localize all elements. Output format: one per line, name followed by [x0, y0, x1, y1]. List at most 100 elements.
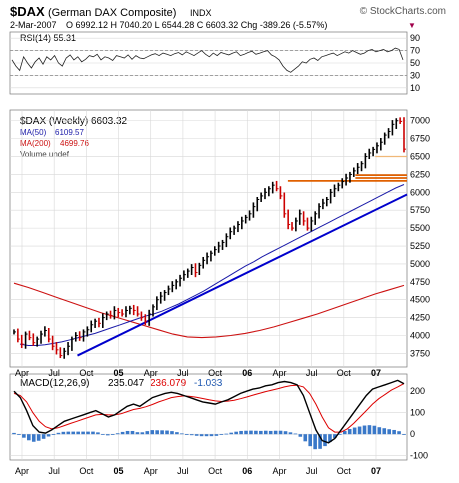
macd-histogram-bar: [160, 430, 164, 435]
macd-histogram-bar: [140, 432, 145, 435]
macd-histogram-bar: [120, 431, 125, 435]
macd-histogram-bar: [387, 429, 391, 435]
macd-histogram-bar: [110, 434, 115, 435]
price-tick-label: 6750: [410, 134, 430, 144]
rsi-tick-label: 50: [410, 58, 420, 68]
macd-x-tick-label: Oct: [79, 466, 94, 476]
rsi-tick-label: 30: [410, 70, 420, 80]
macd-histogram-bar: [318, 434, 322, 449]
macd-histogram-bar: [17, 434, 21, 435]
price-panel: [9, 109, 408, 368]
macd-histogram-bar: [219, 434, 224, 435]
macd-histogram-bar: [377, 427, 382, 435]
macd-x-tick-label: Apr: [272, 466, 286, 476]
rsi-tick-label: 70: [410, 46, 420, 56]
macd-histogram-bar: [41, 434, 46, 439]
macd-histogram-bar: [51, 434, 56, 435]
macd-histogram-bar: [170, 431, 174, 435]
price-tick-label: 5000: [410, 259, 430, 269]
macd-histogram-bar: [249, 430, 253, 435]
macd-histogram-bar: [135, 432, 140, 435]
macd-label: MACD(12,26,9): [20, 378, 89, 389]
macd-histogram-bar: [254, 430, 258, 435]
macd-histogram-bar: [298, 434, 303, 437]
macd-histogram-bar: [239, 430, 243, 435]
macd-tick-label: 0: [410, 429, 415, 439]
macd-histogram-bar: [402, 434, 406, 435]
quote-values: O 6992.12 H 7040.20 L 6544.28 C 6603.32 …: [66, 20, 327, 30]
macd-histogram-bar: [288, 432, 293, 435]
symbol-title: $DAX: [10, 4, 45, 19]
macd-tick-label: -100: [410, 451, 428, 461]
macd-histogram-bar: [357, 426, 362, 435]
macd-histogram-bar: [224, 433, 229, 435]
price-tick-label: 6500: [410, 152, 430, 162]
watermark: © StockCharts.com: [360, 6, 446, 17]
price-x-tick-label: Jul: [48, 368, 60, 378]
macd-histogram-bar: [12, 432, 16, 435]
macd-histogram-bar: [76, 431, 80, 435]
macd-histogram-bar: [303, 434, 308, 442]
macd-histogram-bar: [155, 430, 159, 435]
macd-histogram-bar: [180, 433, 184, 435]
macd-histogram-bar: [382, 428, 387, 435]
macd-hist-value: -1.033: [194, 378, 223, 389]
macd-histogram-bar: [328, 434, 332, 443]
macd-histogram-bar: [259, 430, 263, 435]
macd-x-tick-label: Oct: [337, 466, 352, 476]
macd-histogram-bar: [362, 425, 367, 435]
price-tick-label: 5750: [410, 205, 430, 215]
macd-x-tick-label: Jul: [177, 466, 189, 476]
macd-histogram-bar: [46, 434, 51, 437]
macd-histogram-bar: [338, 433, 342, 435]
macd-histogram-bar: [165, 430, 169, 435]
price-x-tick-label: Oct: [208, 368, 223, 378]
macd-histogram-bar: [184, 434, 189, 435]
macd-histogram-bar: [347, 428, 352, 435]
price-tick-label: 4750: [410, 277, 430, 287]
macd-histogram-bar: [244, 430, 248, 435]
macd-histogram-bar: [204, 434, 209, 437]
macd-histogram-bar: [229, 432, 234, 435]
price-x-tick-label: Oct: [337, 368, 352, 378]
price-tick-label: 6000: [410, 187, 430, 197]
price-tick-label: 4500: [410, 295, 430, 305]
price-title: $DAX (Weekly) 6603.32: [20, 116, 128, 127]
macd-histogram-bar: [308, 434, 313, 447]
macd-histogram-bar: [352, 427, 357, 435]
macd-histogram-bar: [293, 433, 298, 435]
macd-value: 235.047: [108, 378, 145, 389]
macd-x-tick-label: 06: [242, 466, 252, 476]
price-x-tick-label: 06: [242, 368, 252, 378]
macd-x-tick-label: 05: [114, 466, 124, 476]
price-x-tick-label: Oct: [79, 368, 94, 378]
price-tick-label: 6250: [410, 169, 430, 179]
macd-x-tick-label: Apr: [144, 466, 158, 476]
down-arrow-icon: ▼: [408, 21, 416, 30]
macd-histogram-bar: [189, 434, 194, 436]
macd-histogram-bar: [115, 433, 120, 435]
ma200-line: [13, 282, 405, 339]
legend-ma50-value: 6109.57: [55, 128, 84, 137]
exchange-label: INDX: [190, 8, 212, 18]
macd-histogram-bar: [81, 431, 85, 435]
macd-histogram-bar: [283, 431, 288, 435]
macd-histogram-bar: [125, 430, 130, 435]
macd-histogram-bar: [86, 431, 90, 435]
macd-histogram-bar: [392, 429, 396, 435]
macd-histogram-bar: [278, 430, 283, 435]
macd-histogram-bar: [31, 434, 36, 442]
price-x-tick-label: Jul: [177, 368, 189, 378]
macd-panel: [9, 373, 408, 461]
macd-histogram-bar: [268, 430, 273, 435]
macd-histogram-bar: [175, 432, 179, 435]
price-tick-label: 4000: [410, 331, 430, 341]
price-tick-label: 3750: [410, 348, 430, 358]
macd-histogram-bar: [66, 431, 71, 435]
macd-signal-value: 236.079: [150, 378, 187, 389]
macd-histogram-bar: [263, 430, 268, 435]
macd-histogram-bar: [71, 431, 76, 435]
macd-histogram-bar: [273, 430, 278, 435]
macd-histogram-bar: [333, 434, 337, 439]
